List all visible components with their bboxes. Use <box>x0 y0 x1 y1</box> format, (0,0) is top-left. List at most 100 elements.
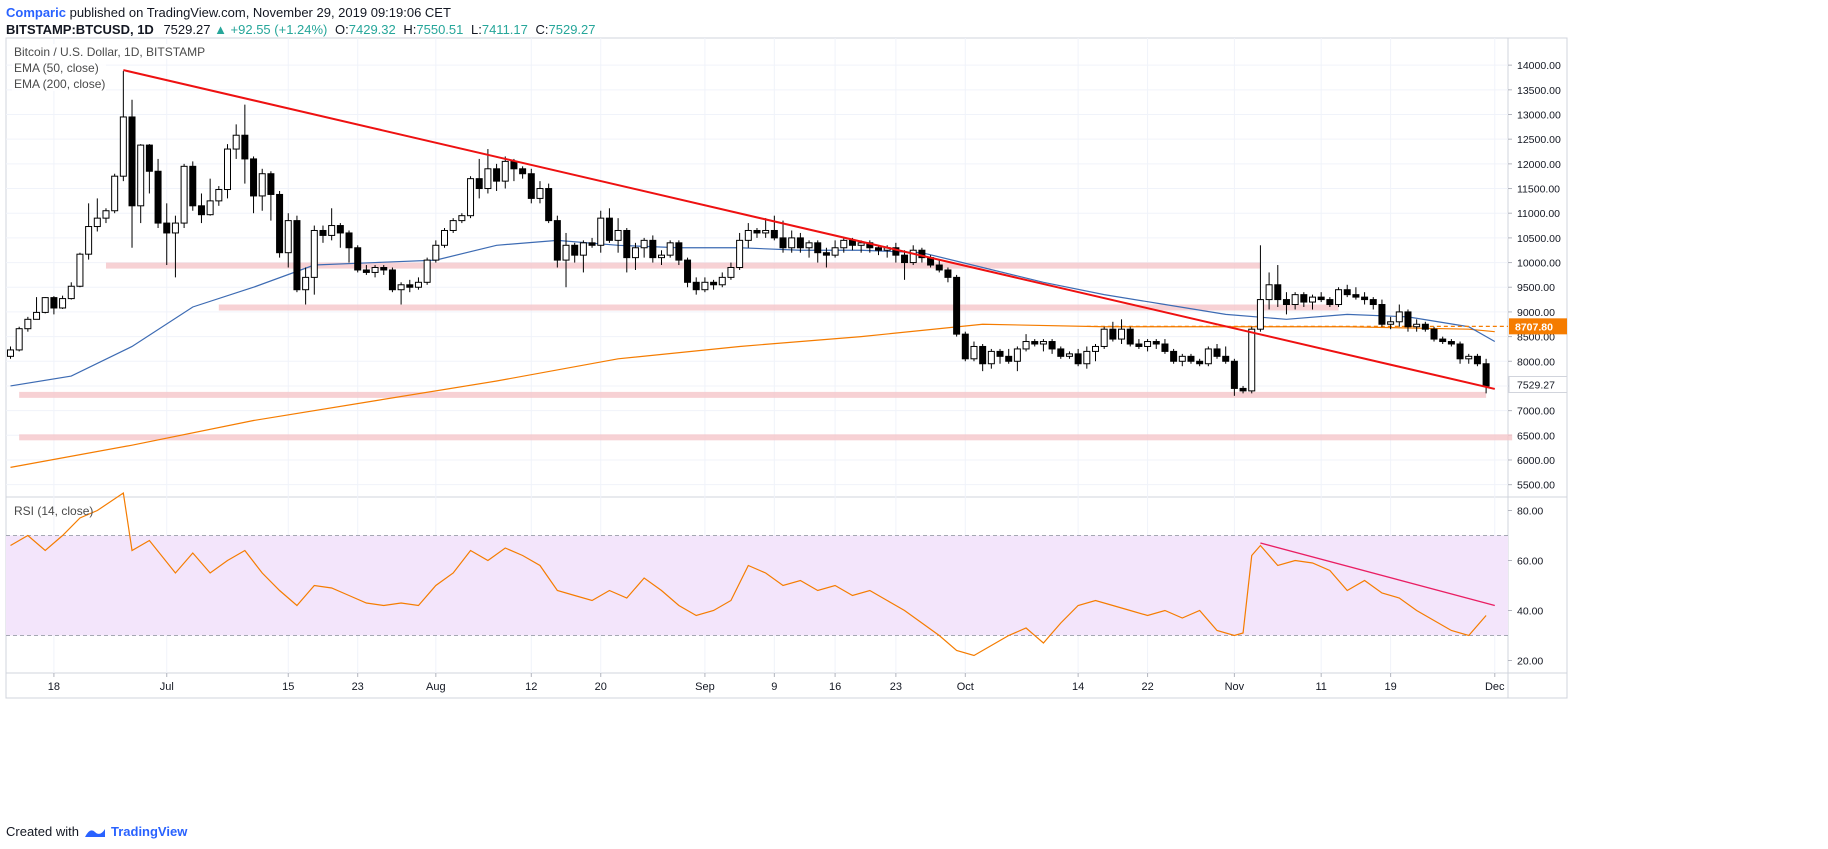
chart-frame <box>5 37 1568 699</box>
candle-body-down <box>553 220 561 261</box>
candle-body-down <box>571 244 579 256</box>
legend-item: EMA (200, close) <box>14 77 105 91</box>
candle-body-down <box>814 242 822 254</box>
candle-body-up <box>258 173 266 197</box>
time-tick-label: Sep <box>695 681 715 693</box>
candle-body-down <box>1352 294 1360 298</box>
candle-body-up <box>1022 341 1030 350</box>
candle <box>328 208 336 241</box>
time-tick-label: Aug <box>426 681 446 693</box>
last-price-label: 7529.27 <box>1517 380 1555 392</box>
candle-body-up <box>328 225 336 236</box>
candle <box>267 171 275 221</box>
candle <box>666 240 674 258</box>
candle-body-down <box>1187 355 1195 362</box>
candle-body-up <box>423 259 431 283</box>
price-tick-label: 6500.00 <box>1517 430 1555 442</box>
candle <box>1274 265 1282 307</box>
candle-body-down <box>545 188 553 222</box>
candle <box>1335 287 1343 307</box>
candle <box>15 326 23 352</box>
candle-body-down <box>1152 341 1160 345</box>
candle <box>1300 292 1308 307</box>
candle <box>944 267 952 283</box>
candle-body-up <box>1065 353 1073 357</box>
candle <box>276 191 284 258</box>
candle-body-down <box>1343 289 1351 296</box>
candle-body-down <box>345 232 353 249</box>
candle <box>649 235 657 263</box>
candle <box>1109 321 1117 342</box>
candle <box>1118 319 1126 344</box>
candle <box>432 240 440 263</box>
candle-body-down <box>1439 338 1447 343</box>
candle <box>822 247 830 268</box>
candle <box>1092 344 1099 362</box>
candle <box>996 348 1004 364</box>
candle-body-down <box>250 158 258 197</box>
candle <box>258 168 266 211</box>
candle <box>7 346 14 359</box>
candle <box>1083 346 1091 369</box>
candle <box>406 279 414 293</box>
candle-body-down <box>1447 341 1455 345</box>
candle-body-down <box>336 225 344 234</box>
candle <box>250 156 258 214</box>
candle-body-down <box>475 178 483 190</box>
price-tick-label: 10000.00 <box>1517 258 1561 270</box>
candle-body-up <box>1465 355 1473 360</box>
support-zone <box>19 391 1487 398</box>
candle-body-down <box>770 229 778 239</box>
author-link[interactable]: Comparic <box>6 5 66 20</box>
price-tick-label: 12500.00 <box>1517 134 1561 146</box>
candle <box>831 240 839 258</box>
candle <box>354 245 362 273</box>
candle <box>1005 348 1013 364</box>
support-zone <box>19 434 1513 441</box>
price-label-box <box>1509 318 1567 335</box>
footer: Created with TradingView <box>6 824 187 839</box>
candle-body-up <box>536 188 544 199</box>
candle-body-up <box>397 284 405 291</box>
candle <box>727 262 735 280</box>
candle <box>371 265 379 278</box>
candle-body-up <box>762 229 770 234</box>
candle-body-down <box>1161 343 1169 352</box>
support-zone <box>218 304 1339 311</box>
candle <box>840 237 848 253</box>
candle <box>119 71 127 182</box>
candle-body-up <box>840 239 848 249</box>
candle-body-up <box>831 247 839 256</box>
candle <box>909 245 917 266</box>
candle <box>397 282 405 305</box>
candle-body-down <box>354 247 362 271</box>
ema50-line <box>10 239 1496 387</box>
candle <box>1100 326 1108 349</box>
candle <box>1196 358 1204 367</box>
time-tick-label: 19 <box>1384 681 1396 693</box>
price-tick-label: 8000.00 <box>1517 356 1555 368</box>
candle <box>484 149 492 194</box>
candle-body-up <box>206 200 214 216</box>
price-tick-label: 6000.00 <box>1517 455 1555 467</box>
last-price-label-box <box>1508 376 1568 394</box>
candle-body-down <box>1230 360 1238 389</box>
candle <box>744 223 752 248</box>
candle <box>987 348 995 369</box>
tradingview-brand-link[interactable]: TradingView <box>110 824 188 839</box>
candle-body-up <box>501 160 509 182</box>
candle-body-up <box>284 220 292 254</box>
candle-body-down <box>293 220 301 291</box>
candle <box>519 166 527 179</box>
candle <box>206 178 214 216</box>
candle <box>154 158 162 229</box>
candle <box>1309 294 1316 310</box>
candle <box>449 218 457 233</box>
candle-body-up <box>76 253 84 287</box>
candle <box>284 213 292 268</box>
candle-body-up <box>718 276 726 286</box>
candle <box>1421 321 1429 332</box>
candle <box>1256 245 1264 332</box>
candle <box>1048 339 1056 354</box>
